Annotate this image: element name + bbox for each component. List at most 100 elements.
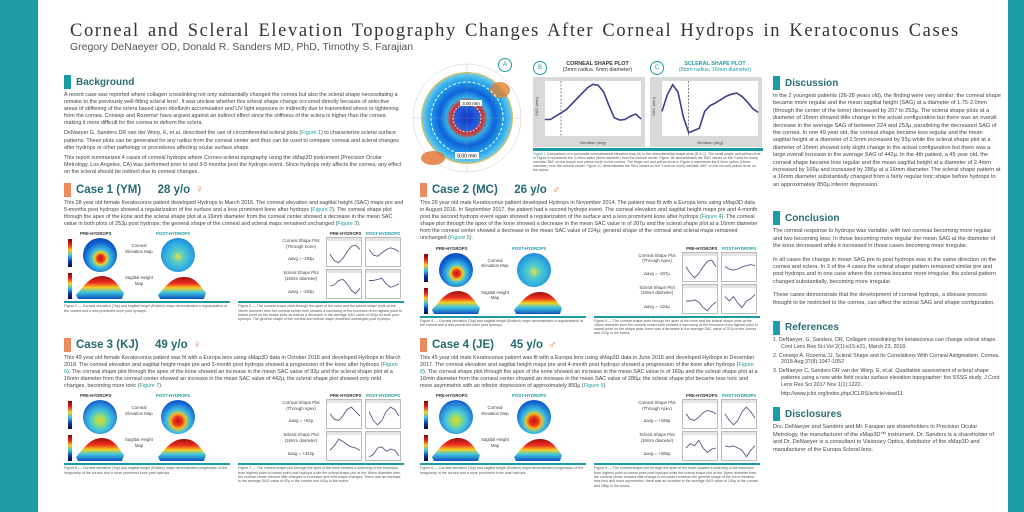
case-age: 26 y/o (514, 184, 547, 196)
heading-marker (420, 183, 427, 197)
data-point (736, 92, 738, 94)
data-point (698, 127, 700, 129)
color-scale-bar (424, 253, 428, 282)
right-accent-bar (1008, 0, 1024, 512)
reference-item: 2. Consejo A, Rozema JJ, Scleral Shape a… (773, 352, 1000, 366)
topography-maps-figure: PRE-HYDROPS POST-HYDROPS Corneal Elevati… (420, 246, 586, 340)
post-hydrops-label: POST-HYDROPS (156, 231, 191, 237)
case-description: This 45 year old male Keratoconus patien… (420, 355, 760, 390)
text: ). (469, 235, 474, 242)
color-scale-bar (424, 435, 428, 462)
pre-hydrops-label: PRE-HYDROPS (436, 393, 468, 399)
data-point (704, 110, 706, 112)
post-hydrops-label: POST-HYDROPS (512, 245, 547, 251)
sex-icon: ♂ (551, 184, 561, 196)
plot-header (366, 400, 400, 404)
figure-rule (64, 301, 230, 304)
title: SCLERAL SHAPE PLOT (684, 61, 746, 67)
elevation-map-label: Corneal Elevation Map (125, 243, 153, 254)
figure-link[interactable]: Figure 3 (337, 221, 358, 228)
composite-elevation-map: 3.00 mm 8.00 mm (412, 63, 522, 173)
post-hydrops-label: POST-HYDROPS (366, 231, 401, 237)
data-point (565, 109, 567, 110)
heading-marker (773, 211, 780, 226)
data-point (666, 94, 668, 96)
elevation-map-label: Corneal Elevation Map (481, 405, 509, 416)
figure-caption: Figure 2 — Corneal elevation (Top) and s… (64, 304, 228, 313)
shape-plots-figure: PRE-HYDROPS POST-HYDROPS Corneal Shape P… (594, 246, 760, 340)
corneal-shape-plot: Meridian (deg) SAG (mm) (533, 77, 645, 147)
left-accent-bar (0, 0, 38, 512)
corneal-delta: Δavg = -207µ (644, 270, 670, 276)
figure-link[interactable]: Figure 8 (420, 362, 754, 376)
title: CORNEAL SHAPE PLOT (566, 61, 629, 67)
figure-link[interactable]: Figure 7 (139, 383, 160, 390)
disclosures-heading: Disclosures (773, 407, 1001, 422)
x-axis-label: Meridian (deg) (697, 140, 723, 145)
shape-curve (685, 259, 717, 279)
reference-url-link[interactable]: http://www.jclrs.org/index.php/JCLRS/art… (781, 390, 903, 397)
corneal-pre-plot (326, 399, 362, 430)
conclusion-p3: These cases demonstrate that the develop… (773, 292, 995, 306)
data-point (549, 119, 551, 120)
figure-link[interactable]: Figure 9 (583, 383, 604, 390)
heading-marker (773, 320, 780, 335)
heading-text: Discussion (785, 77, 839, 89)
plot-header (722, 252, 756, 256)
badge-b: B (533, 61, 547, 75)
pre-hydrops-label: PRE-HYDROPS (436, 245, 468, 251)
case-description: This 26 year old male Keratoconus patien… (420, 200, 760, 243)
topography-maps-figure: PRE-HYDROPS POST-HYDROPS Corneal Elevati… (420, 393, 586, 487)
ring-outer-label: 8.00 mm (457, 154, 476, 160)
data-point (709, 105, 711, 107)
data-point (592, 83, 594, 85)
background-section: Background A recent case was reported wh… (64, 75, 402, 176)
plot-area (662, 81, 758, 136)
figure-link[interactable]: Figure 2 (312, 207, 333, 214)
text: ). (357, 221, 361, 228)
scleral-delta: Δavg = +286µ (643, 451, 671, 457)
case-age: 28 y/o (157, 184, 191, 196)
data-point (555, 115, 557, 117)
shape-curve (686, 298, 717, 312)
subtitle: (3mm radius, 6mm diameter) (562, 67, 633, 74)
hot-spot (490, 82, 510, 98)
text: DeNaeyer G, Sanders DR van der Worp, E, … (64, 130, 302, 137)
ring-inner-label: 3.00 mm (462, 101, 480, 106)
case-heading: Case 3 (KJ) 49 y/o ♀ (64, 338, 404, 352)
figure-link[interactable]: Figure 1 (301, 130, 321, 137)
text: ). The corneal shape plot through the ap… (420, 214, 758, 242)
sagittal-map-label: Sagittal Height Map (125, 437, 153, 448)
sex-icon: ♂ (548, 339, 557, 351)
pre-sagittal-map (432, 438, 480, 462)
figure-link[interactable]: Figure 5 (449, 235, 470, 242)
color-scale-bar (68, 401, 72, 430)
figure-1-caption: Figure 1 Comparison of a composite corne… (533, 152, 761, 172)
shape-curve (685, 439, 717, 454)
data-point (576, 98, 578, 99)
figure-link[interactable]: Figure 6 (64, 362, 398, 376)
data-point (587, 87, 589, 88)
case-title: Case 4 (JE) (432, 339, 495, 351)
shape-curve (724, 445, 756, 459)
data-point (725, 96, 727, 97)
conclusion-heading: Conclusion (773, 211, 1001, 226)
scleral-pre-plot (326, 431, 362, 462)
text: This 49 year old female Keratoconus pati… (64, 355, 401, 369)
post-sagittal-map (158, 439, 206, 462)
heading-marker (420, 338, 427, 352)
data-point (720, 99, 722, 101)
background-p2: DeNaeyer G, Sanders DR van der Worp, E, … (64, 130, 402, 151)
text: This 26 year old male Keratoconus patien… (420, 200, 758, 221)
plot-header (722, 400, 756, 404)
figure-link[interactable]: Figure 4 (701, 214, 722, 221)
post-sagittal-map (514, 439, 562, 462)
conclusion-p1: The corneal response to hydrops was vari… (773, 228, 996, 250)
color-scale-bar (424, 401, 428, 430)
figure-label: Figure 1 (533, 152, 546, 156)
hot-spot (421, 151, 445, 165)
heading-text: References (785, 322, 839, 334)
case-1-section: Case 1 (YM) 28 y/o ♀ This 28 year old fem… (64, 183, 404, 338)
poster-title: Corneal and Scleral Elevation Topography… (70, 21, 960, 41)
heading-marker (773, 76, 780, 90)
